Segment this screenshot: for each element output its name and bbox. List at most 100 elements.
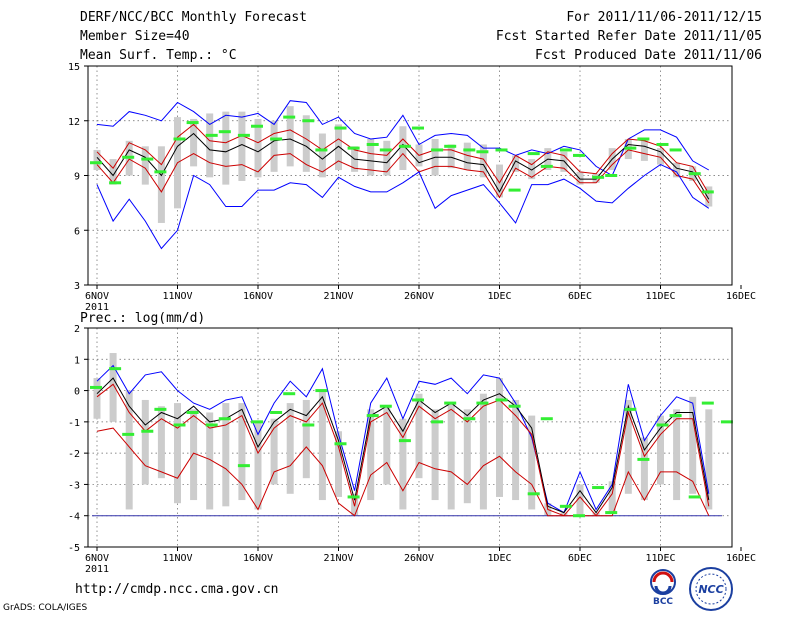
footer-url[interactable]: http://cmdp.ncc.cma.gov.cn <box>75 582 279 597</box>
prec-observed-mark <box>637 457 650 461</box>
prec-frame <box>87 327 733 548</box>
temp-observed-mark <box>540 164 553 168</box>
prec-ensemble-bar <box>157 406 165 479</box>
prec-ytick-label: -5 <box>68 543 80 554</box>
prec-ensemble-bar <box>496 378 503 497</box>
temp-observed-mark <box>669 148 682 152</box>
prec-observed-mark <box>624 407 637 411</box>
temp-ensemble-bar <box>190 118 198 167</box>
temp-observed-mark <box>412 126 424 130</box>
prec-xtick-label: 11DEC <box>645 553 675 564</box>
prec-ytick-label: -4 <box>68 512 80 523</box>
temp-xtick-label: 6DEC <box>568 291 592 302</box>
prec-observed-mark <box>283 392 296 396</box>
prec-observed-mark <box>540 417 553 421</box>
prec-observed-mark <box>592 486 605 490</box>
prec-observed-mark <box>173 423 186 427</box>
prec-ytick-label: 0 <box>74 387 80 398</box>
prec-ensemble-bar <box>238 403 246 501</box>
chart-title: DERF/NCC/BCC Monthly Forecast <box>80 10 307 25</box>
temp-ensemble-bar <box>399 126 407 171</box>
prec-ensemble-bar <box>302 399 310 479</box>
prec-observed-mark <box>398 439 411 443</box>
prec-ensemble-bar <box>93 378 101 419</box>
temp-observed-mark <box>366 142 379 146</box>
temp-ensemble-bar <box>286 106 294 167</box>
temp-ensemble-bar <box>463 142 471 171</box>
prec-ytick-label: 2 <box>74 324 80 335</box>
prec-observed-mark <box>656 423 669 427</box>
temp-panel: 3 6 9 12 15 6NOV 11NOV 16NOV 21NOV 26NOV 1DEC 6DEC 1… <box>68 62 756 313</box>
prec-observed-mark <box>334 442 347 446</box>
prec-observed-mark <box>495 398 508 402</box>
prec-ensemble-bar <box>560 512 568 516</box>
temp-observed-mark <box>559 148 572 152</box>
prec-ensemble-bar <box>640 437 648 501</box>
prec-xtick-label: 16NOV <box>243 553 273 564</box>
prec-ensemble-bar <box>270 418 278 485</box>
prec-observed-mark <box>463 417 476 421</box>
prec-xtick-label: 11NOV <box>162 553 192 564</box>
temp-variable-label: Mean Surf. Temp.: °C <box>80 48 237 63</box>
grads-credit: GrADS: COLA/IGES <box>3 603 88 613</box>
temp-observed-mark <box>656 142 669 146</box>
prec-observed-mark <box>270 410 283 414</box>
temp-ensemble-bar <box>705 186 713 207</box>
temp-observed-mark <box>476 150 489 154</box>
prec-xtick-label: 21NOV <box>323 553 353 564</box>
prec-ensemble-bar <box>415 393 423 479</box>
bcc-logo-text: BCC <box>653 597 673 606</box>
prec-observed-mark <box>302 423 315 427</box>
prec-ensemble-bar <box>367 409 375 501</box>
prec-observed-mark <box>701 401 714 405</box>
prec-observed-mark <box>688 495 701 499</box>
temp-ensemble-bar <box>512 155 520 172</box>
prec-ensemble-bar <box>399 418 407 510</box>
temp-observed-mark <box>637 137 650 141</box>
prec-ensemble-bar <box>479 393 487 510</box>
prec-ytick-label: -2 <box>68 449 80 460</box>
temp-ytick-label: 3 <box>74 281 80 292</box>
temp-ensemble-bar <box>302 115 310 172</box>
temp-observed-mark <box>251 124 263 128</box>
temp-observed-mark <box>527 152 540 156</box>
temp-series-mean <box>96 132 710 200</box>
temp-observed-mark <box>302 119 315 123</box>
prec-observed-mark <box>559 504 572 508</box>
temp-observed-mark <box>334 126 347 130</box>
temp-observed-mark <box>237 133 250 137</box>
prec-ensemble-bar <box>624 399 632 494</box>
prec-xtick-label: 6NOV <box>85 553 109 564</box>
prec-ensemble-bar <box>222 403 230 507</box>
temp-observed-mark <box>270 137 283 141</box>
prec-observed-mark <box>527 492 540 496</box>
temp-xtick-label: 16NOV <box>243 291 273 302</box>
temp-ensemble-bar <box>657 148 664 165</box>
prec-observed-mark <box>315 389 328 393</box>
temp-xtick-label: 1DEC <box>487 291 511 302</box>
temp-observed-mark <box>218 130 231 134</box>
prec-ensemble-bar <box>383 406 391 485</box>
prec-ensemble-bar <box>576 484 584 516</box>
temp-ensemble-bar <box>673 162 681 178</box>
prec-ensemble-bar <box>335 431 342 497</box>
temp-observed-mark <box>624 146 637 150</box>
prec-ytick-label: 1 <box>74 355 80 366</box>
prec-observed-mark <box>444 401 457 405</box>
prec-observed-mark <box>605 511 618 515</box>
temp-observed-mark <box>154 170 167 174</box>
temp-observed-mark <box>205 133 218 137</box>
ncc-logo: NCC <box>689 567 733 611</box>
forecast-range-label: For 2011/11/06-2011/12/15 <box>566 10 762 25</box>
temp-observed-mark <box>173 137 186 141</box>
bcc-logo: BCC <box>650 569 676 606</box>
temp-ensemble-bar <box>496 164 503 198</box>
temp-observed-mark <box>592 175 605 179</box>
temp-ensemble-bar <box>141 146 149 185</box>
temp-observed-mark <box>122 155 135 159</box>
prec-observed-mark <box>366 414 379 418</box>
temp-observed-mark <box>701 190 714 194</box>
temp-ytick-label: 12 <box>68 117 80 128</box>
temp-ensemble-bar <box>157 146 165 223</box>
